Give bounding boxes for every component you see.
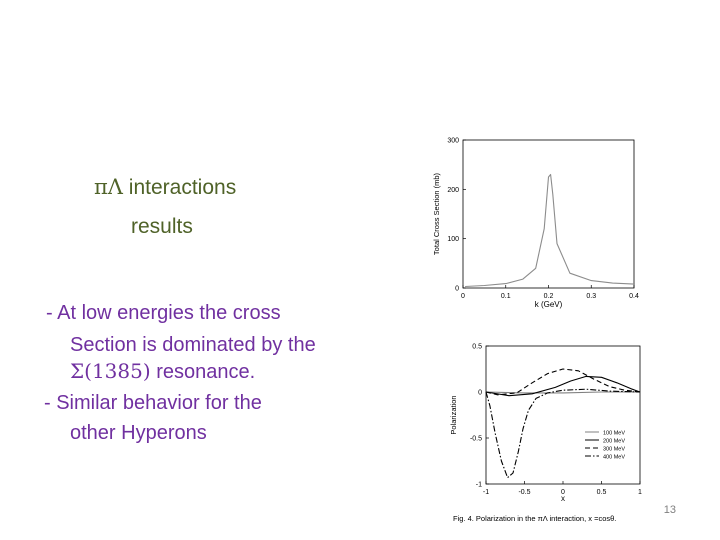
bullet-2: - Similar behavior for the <box>44 387 262 419</box>
slide-title: πΛ interactions <box>94 175 237 199</box>
y-tick-label: 0.5 <box>472 344 482 351</box>
x-tick-label: -0.5 <box>518 489 530 496</box>
y-tick-label: 0 <box>455 286 459 293</box>
legend-entry: 100 MeV <box>603 431 625 437</box>
x-axis-label: k (GeV) <box>535 300 563 309</box>
x-axis-label: x <box>561 494 565 503</box>
legend-entry: 200 MeV <box>603 439 625 445</box>
y-tick-label: 300 <box>447 138 459 145</box>
x-tick-label: 0 <box>461 293 465 300</box>
title-line1-text: interactions <box>122 176 237 199</box>
series-line-2 <box>485 375 641 397</box>
bullet-2-cont: other Hyperons <box>70 417 207 449</box>
y-tick-label: -0.5 <box>470 436 482 443</box>
slide-title-line2: results <box>131 215 193 238</box>
bullet-text: At low energies the cross <box>57 302 281 324</box>
bullet-marker: - <box>44 392 57 414</box>
page-number: 13 <box>663 504 676 516</box>
y-tick-label: 0 <box>478 390 482 397</box>
bullet-1: - At low energies the cross <box>46 297 281 329</box>
pi-lambda-symbol: πΛ <box>94 175 123 199</box>
y-axis-label: Total Cross Section (mb) <box>432 172 441 255</box>
legend-entry: 400 MeV <box>603 455 625 461</box>
series-line-3 <box>485 368 641 396</box>
series-line-4 <box>485 388 641 479</box>
bullet-text: other Hyperons <box>70 422 207 444</box>
sigma-resonance-symbol: Σ(1385) <box>70 359 151 383</box>
y-axis-label: Polarization <box>449 395 458 434</box>
y-tick-label: 100 <box>447 236 459 243</box>
figure-caption: Fig. 4. Polarization in the πΛ interacti… <box>453 514 616 523</box>
y-tick-label: 200 <box>447 187 459 194</box>
x-tick-label: 0.1 <box>501 293 511 300</box>
y-tick-label: -1 <box>476 482 482 489</box>
plot-frame <box>462 139 635 289</box>
series-line-1 <box>485 391 640 394</box>
x-tick-label: 1 <box>638 489 642 496</box>
x-tick-label: -1 <box>483 489 489 496</box>
plot-frame <box>485 345 641 485</box>
legend-entry: 300 MeV <box>603 447 625 453</box>
x-tick-label: 0.5 <box>597 489 607 496</box>
series-line-1 <box>465 173 635 288</box>
x-tick-label: 0 <box>561 489 565 496</box>
bullet-1-cont: Σ(1385) resonance. <box>70 355 255 388</box>
bullet-text: Similar behavior for the <box>56 392 262 414</box>
bullet-1-cont: Section is dominated by the <box>70 329 316 361</box>
bullet-text: Section is dominated by the <box>70 334 316 356</box>
x-tick-label: 0.2 <box>544 293 554 300</box>
bullet-marker: - <box>46 302 58 324</box>
x-tick-label: 0.4 <box>629 293 639 300</box>
bullet-text: resonance. <box>150 361 256 383</box>
x-tick-label: 0.3 <box>586 293 596 300</box>
